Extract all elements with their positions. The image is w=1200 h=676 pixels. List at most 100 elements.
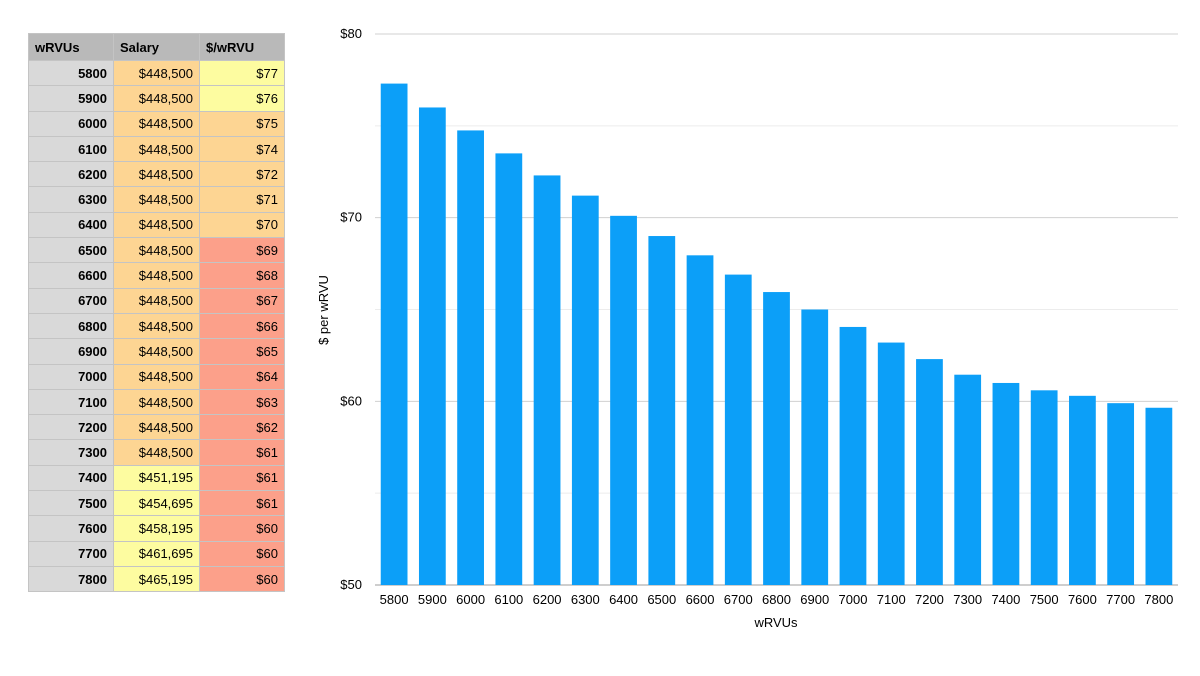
cell-wrvus: 5800 — [28, 59, 114, 87]
table-row: 5800 $448,500 $77 — [28, 59, 285, 87]
cell-rate: $74 — [199, 135, 285, 163]
header-salary: Salary — [113, 33, 200, 61]
cell-rate: $60 — [199, 565, 285, 593]
x-tick-label: 6900 — [800, 592, 829, 607]
bar-6600 — [686, 255, 714, 585]
bar-7100 — [877, 342, 905, 585]
table-row: 7200 $448,500 $62 — [28, 414, 285, 441]
bar-6400 — [610, 215, 637, 585]
cell-wrvus: 7400 — [28, 464, 114, 492]
bar-6900 — [801, 309, 829, 585]
table-row: 6400 $448,500 $70 — [28, 211, 285, 239]
data-table: wRVUs Salary $/wRVU 5800 $448,500 $77 5900 $… — [28, 33, 285, 593]
table-row: 7100 $448,500 $63 — [28, 388, 285, 416]
cell-wrvus: 7800 — [28, 565, 114, 593]
cell-rate: $71 — [199, 186, 285, 213]
x-tick-label: 7600 — [1068, 592, 1097, 607]
header-rate: $/wRVU — [199, 33, 285, 61]
cell-wrvus: 6600 — [28, 262, 114, 289]
x-tick-label: 7100 — [877, 592, 906, 607]
x-tick-label: 6200 — [533, 592, 562, 607]
x-tick-label: 7400 — [991, 592, 1020, 607]
table-row: 7800 $465,195 $60 — [28, 565, 285, 593]
x-tick-label: 6500 — [647, 592, 676, 607]
cell-salary: $448,500 — [113, 161, 200, 188]
bar-7500 — [1030, 390, 1058, 585]
bar-7600 — [1069, 395, 1096, 585]
cell-salary: $448,500 — [113, 59, 200, 87]
table-row: 7300 $448,500 $61 — [28, 439, 285, 466]
x-tick-label: 6000 — [456, 592, 485, 607]
bar-6100 — [495, 153, 523, 585]
table-row: 5900 $448,500 $76 — [28, 85, 285, 112]
table-row: 7500 $454,695 $61 — [28, 490, 285, 517]
cell-wrvus: 5900 — [28, 85, 114, 112]
table-row: 6000 $448,500 $75 — [28, 110, 285, 137]
cell-rate: $67 — [199, 287, 285, 314]
cell-rate: $72 — [199, 161, 285, 188]
cell-salary: $448,500 — [113, 287, 200, 314]
table-row: 6500 $448,500 $69 — [28, 237, 285, 264]
cell-rate: $68 — [199, 262, 285, 289]
cell-salary: $448,500 — [113, 363, 200, 390]
table-row: 6600 $448,500 $68 — [28, 262, 285, 289]
cell-wrvus: 7500 — [28, 490, 114, 517]
x-axis-title: wRVUs — [753, 615, 798, 630]
cell-rate: $63 — [199, 388, 285, 416]
x-tick-label: 7000 — [839, 592, 868, 607]
cell-salary: $454,695 — [113, 490, 200, 517]
cell-wrvus: 6000 — [28, 110, 114, 137]
cell-salary: $461,695 — [113, 540, 200, 567]
table-row: 6900 $448,500 $65 — [28, 338, 285, 365]
cell-wrvus: 6500 — [28, 237, 114, 264]
bar-6300 — [571, 195, 599, 586]
cell-wrvus: 6900 — [28, 338, 114, 365]
cell-salary: $448,500 — [113, 135, 200, 163]
y-tick-label: $80 — [340, 26, 362, 41]
cell-rate: $60 — [199, 540, 285, 567]
cell-wrvus: 7100 — [28, 388, 114, 416]
cell-wrvus: 6700 — [28, 287, 114, 314]
cell-wrvus: 6300 — [28, 186, 114, 213]
cell-rate: $77 — [199, 59, 285, 87]
cell-wrvus: 7200 — [28, 414, 114, 441]
table-row: 7600 $458,195 $60 — [28, 515, 285, 542]
cell-salary: $451,195 — [113, 464, 200, 492]
bar-6800 — [763, 292, 790, 585]
table-row: 6200 $448,500 $72 — [28, 161, 285, 188]
x-tick-label: 6100 — [494, 592, 523, 607]
y-axis-title: $ per wRVU — [316, 275, 331, 345]
bar-5900 — [418, 107, 446, 585]
cell-salary: $448,500 — [113, 186, 200, 213]
x-tick-label: 6400 — [609, 592, 638, 607]
cell-salary: $448,500 — [113, 414, 200, 441]
x-tick-label: 6800 — [762, 592, 791, 607]
cell-rate: $76 — [199, 85, 285, 112]
cell-wrvus: 6400 — [28, 211, 114, 239]
bar-6700 — [724, 274, 752, 585]
cell-salary: $448,500 — [113, 338, 200, 365]
x-tick-label: 5900 — [418, 592, 447, 607]
bar-7800 — [1145, 407, 1173, 585]
table-body: 5800 $448,500 $77 5900 $448,500 $76 6000 $448,5… — [28, 59, 285, 593]
x-tick-label: 5800 — [380, 592, 409, 607]
table-row: 7400 $451,195 $61 — [28, 464, 285, 492]
cell-salary: $448,500 — [113, 110, 200, 137]
bar-6200 — [533, 175, 561, 585]
y-tick-label: $60 — [340, 393, 362, 408]
x-tick-label: 7200 — [915, 592, 944, 607]
table-row: 6300 $448,500 $71 — [28, 186, 285, 213]
table-row: 6800 $448,500 $66 — [28, 312, 285, 340]
cell-wrvus: 6800 — [28, 312, 114, 340]
cell-salary: $448,500 — [113, 312, 200, 340]
y-tick-labels: $50 $60 $70 $80 — [340, 26, 362, 592]
x-tick-label: 6300 — [571, 592, 600, 607]
bar-6500 — [648, 236, 676, 586]
cell-rate: $66 — [199, 312, 285, 340]
cell-rate: $60 — [199, 515, 285, 542]
cell-rate: $61 — [199, 439, 285, 466]
table-row: 7000 $448,500 $64 — [28, 363, 285, 390]
cell-wrvus: 7600 — [28, 515, 114, 542]
cell-rate: $65 — [199, 338, 285, 365]
bars — [380, 83, 1173, 586]
